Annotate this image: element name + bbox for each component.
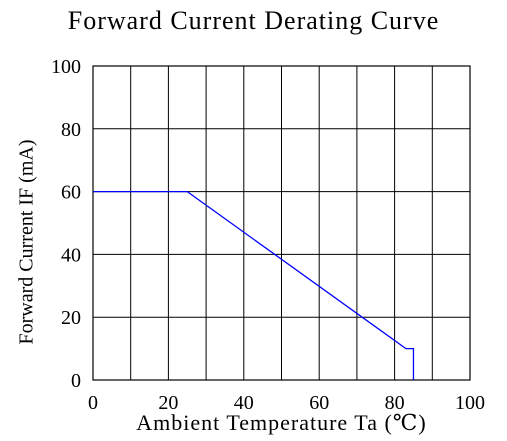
derating-curve-line (93, 190, 415, 380)
chart-title: Forward Current Derating Curve (67, 6, 440, 35)
grid (92, 65, 471, 381)
y-tick-label: 80 (61, 119, 81, 141)
y-tick-label: 100 (51, 56, 81, 78)
y-tick-label: 20 (61, 307, 81, 329)
tick-labels: 0 20 40 60 80 100 0 20 40 60 80 100 (51, 56, 485, 414)
x-tick-label: 60 (309, 392, 329, 414)
x-tick-label: 20 (158, 392, 178, 414)
y-tick-label: 0 (71, 370, 81, 392)
series-layer (93, 190, 415, 380)
y-tick-label: 60 (61, 182, 81, 204)
x-tick-label: 100 (455, 392, 485, 414)
x-axis-label: Ambient Temperature Ta (℃) (136, 410, 427, 435)
y-tick-label: 40 (61, 244, 81, 266)
x-tick-label: 80 (385, 392, 405, 414)
x-tick-label: 40 (234, 392, 254, 414)
x-tick-label: 0 (88, 392, 98, 414)
plot-frame (92, 65, 471, 381)
